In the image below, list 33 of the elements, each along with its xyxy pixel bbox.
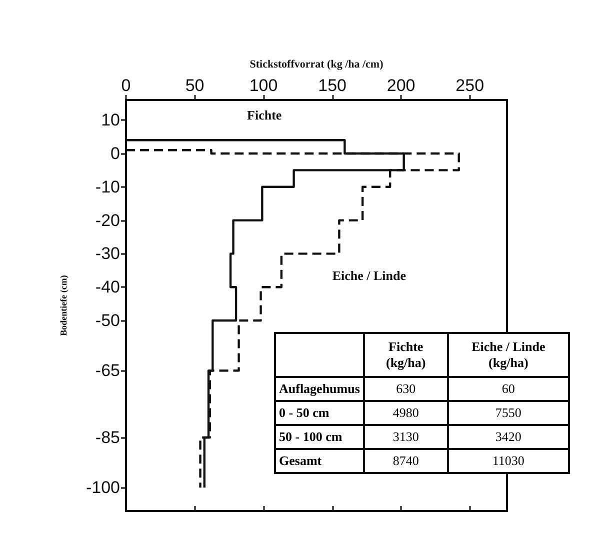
annotation: 4980 [364, 401, 448, 425]
annotation: 0 - 50 cm [275, 401, 364, 425]
y-tick-label: -40 [95, 278, 120, 297]
series-label: Fichte [247, 108, 282, 123]
y-tick-label: -65 [95, 361, 120, 380]
annotation: 7550 [448, 401, 569, 425]
annotation: Auflagehumus [275, 377, 364, 401]
annotation: 3420 [448, 425, 569, 449]
y-tick-label: 0 [110, 144, 120, 163]
annotation: Fichte (kg/ha) [364, 333, 448, 377]
annotation: Gesamt [275, 449, 364, 473]
x-tick-label: 200 [386, 76, 416, 95]
y-axis-title: Bodentiefe (cm) [58, 275, 68, 336]
annotation: 3130 [364, 425, 448, 449]
y-tick-label: -50 [95, 311, 120, 330]
y-tick-label: -30 [95, 244, 120, 264]
x-axis-title: Stickstoffvorrat (kg /ha /cm) [250, 58, 384, 70]
annotation: 60 [448, 377, 569, 401]
x-tick-label: 250 [456, 76, 484, 95]
series-label: Eiche / Linde [332, 268, 406, 284]
y-tick-label: -20 [95, 210, 120, 230]
x-tick-label: 100 [249, 76, 278, 95]
annotation: 11030 [448, 449, 569, 473]
y-tick-label: 10 [101, 110, 120, 130]
y-tick-label: -10 [95, 177, 120, 196]
annotation: 630 [364, 377, 448, 401]
x-tick-label: 150 [318, 76, 347, 95]
annotation: 8740 [364, 449, 448, 473]
y-tick-label: -100 [86, 478, 120, 498]
annotation: 50 - 100 cm [275, 425, 364, 449]
x-tick-label: 50 [185, 76, 204, 95]
y-tick-label: -85 [95, 428, 120, 447]
annotation: Eiche / Linde (kg/ha) [448, 333, 569, 377]
